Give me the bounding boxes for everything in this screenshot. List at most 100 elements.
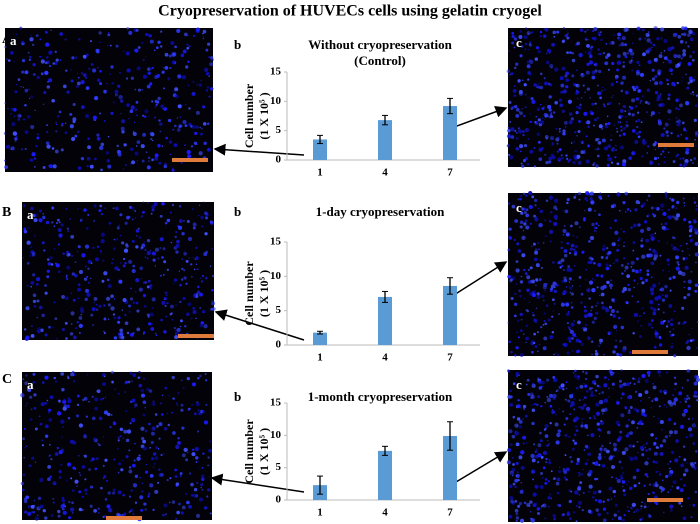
cell-dot <box>682 49 686 53</box>
cell-dot <box>523 442 525 444</box>
cell-dot <box>514 85 516 87</box>
cell-dot <box>622 162 626 166</box>
cell-dot <box>515 513 518 516</box>
cell-dot <box>511 41 514 44</box>
cell-dot <box>660 93 661 94</box>
cell-dot <box>623 61 625 63</box>
cell-dot <box>636 132 639 135</box>
cell-dot <box>665 130 668 133</box>
cell-dot <box>123 264 126 267</box>
cell-dot <box>193 310 197 314</box>
cell-dot <box>535 57 538 60</box>
cell-dot <box>695 104 698 107</box>
cell-dot <box>143 241 144 242</box>
cell-dot <box>101 239 105 243</box>
cell-dot <box>628 49 632 53</box>
cell-dot <box>631 507 634 510</box>
cell-dot <box>651 400 653 402</box>
cell-dot <box>135 278 139 282</box>
cell-dot <box>568 100 572 104</box>
cell-dot <box>152 67 154 69</box>
cell-dot <box>156 46 159 49</box>
cell-dot <box>623 127 626 130</box>
cell-dot <box>141 278 142 279</box>
cell-dot <box>57 115 59 117</box>
cell-dot <box>132 240 135 243</box>
cell-dot <box>172 169 175 172</box>
cell-dot <box>582 142 583 143</box>
cell-dot <box>688 418 690 420</box>
cell-dot <box>658 112 660 114</box>
cell-dot <box>189 155 191 157</box>
cell-dot <box>533 215 536 218</box>
cell-dot <box>518 290 521 293</box>
cell-dot <box>534 258 538 262</box>
cell-dot <box>670 132 672 134</box>
cell-dot <box>118 393 120 395</box>
cell-dot <box>37 515 38 516</box>
cell-dot <box>615 477 617 479</box>
cell-dot <box>520 150 522 152</box>
cell-dot <box>522 436 526 440</box>
cell-dot <box>92 247 94 249</box>
cell-dot <box>72 489 75 492</box>
cell-dot <box>77 288 81 292</box>
cell-dot <box>554 67 558 71</box>
cell-dot <box>646 269 649 272</box>
cell-dot <box>26 402 28 404</box>
cell-dot <box>602 413 604 415</box>
cell-dot <box>520 280 523 283</box>
cell-dot <box>584 92 585 93</box>
cell-dot <box>655 91 658 94</box>
cell-dot <box>81 105 85 109</box>
cell-dot <box>660 444 663 447</box>
cell-dot <box>550 405 553 408</box>
y-tick-label: 0 <box>276 494 282 506</box>
x-tick-label: 7 <box>447 167 453 179</box>
cell-dot <box>79 316 83 320</box>
cell-dot <box>537 512 540 515</box>
cell-dot <box>510 496 514 500</box>
cell-dot <box>24 70 28 74</box>
cell-dot <box>617 33 621 37</box>
cell-dot <box>50 395 54 399</box>
cell-dot <box>32 44 34 46</box>
cell-dot <box>637 380 640 383</box>
cell-dot <box>204 68 208 72</box>
cell-dot <box>158 473 162 477</box>
cell-dot <box>67 399 71 403</box>
cell-dot <box>85 77 87 79</box>
cell-dot <box>608 102 611 105</box>
cell-dot <box>143 201 144 202</box>
cell-dot <box>683 296 686 299</box>
cell-dot <box>66 276 68 278</box>
cell-dot <box>111 414 113 416</box>
cell-dot <box>531 518 535 522</box>
cell-dot <box>619 44 621 46</box>
cell-dot <box>117 436 120 439</box>
cell-dot <box>675 208 676 209</box>
cell-dot <box>541 381 544 384</box>
cell-dot <box>172 376 175 379</box>
cell-dot <box>598 225 600 227</box>
cell-dot <box>580 301 582 303</box>
cell-dot <box>515 520 517 522</box>
cell-dot <box>204 211 208 215</box>
cell-dot <box>620 109 624 113</box>
cell-dot <box>142 211 145 214</box>
cell-dot <box>547 49 551 53</box>
cell-dot <box>201 478 204 481</box>
cell-dot <box>686 243 688 245</box>
cell-dot <box>562 110 565 113</box>
y-axis-label: Cell number <box>242 419 256 484</box>
cell-dot <box>583 404 586 407</box>
cell-dot <box>659 81 663 85</box>
cell-dot <box>623 245 625 247</box>
cell-dot <box>520 353 524 357</box>
cell-dot <box>654 452 658 456</box>
cell-dot <box>48 409 51 412</box>
cell-dot <box>4 46 6 48</box>
cell-dot <box>555 353 556 354</box>
cell-dot <box>624 447 628 451</box>
cell-dot <box>597 422 600 425</box>
